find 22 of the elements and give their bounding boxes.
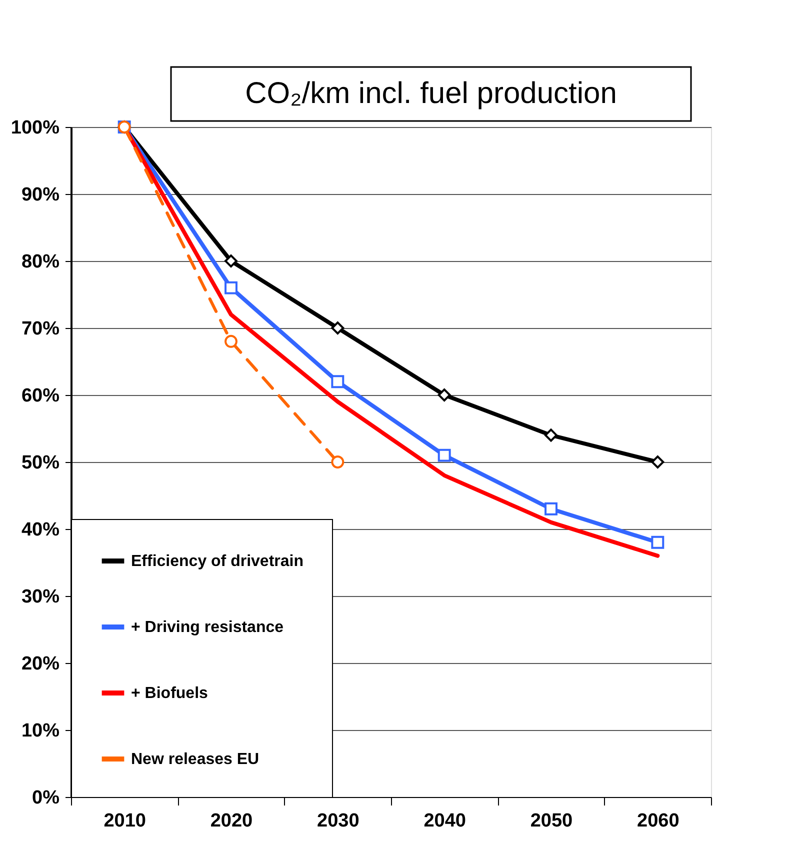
x-tick-label: 2020 (210, 810, 253, 832)
y-tick-label: 20% (21, 654, 60, 674)
y-tick-label: 0% (32, 788, 60, 808)
x-tick-label: 2030 (317, 810, 360, 832)
legend-label: + Driving resistance (131, 619, 284, 636)
legend-label: Efficiency of drivetrain (131, 553, 304, 570)
x-tick-label: 2060 (637, 810, 680, 832)
chart-title: CO₂/km incl. fuel production (245, 77, 617, 110)
y-tick-label: 90% (21, 184, 60, 206)
y-tick-label: 10% (21, 720, 60, 742)
y-tick-label: 40% (21, 520, 60, 540)
x-tick-label: 2010 (104, 810, 146, 832)
y-tick-label: 50% (21, 452, 60, 474)
legend-label: + Biofuels (131, 685, 208, 702)
y-tick-label: 100% (10, 118, 60, 138)
x-tick-label: 2040 (424, 810, 466, 832)
x-tick-label: 2050 (530, 810, 573, 832)
legend-label: New releases EU (131, 751, 260, 768)
y-tick-label: 70% (21, 318, 60, 340)
y-tick-label: 80% (21, 252, 60, 272)
y-tick-label: 60% (21, 386, 60, 406)
y-tick-label: 30% (21, 586, 60, 608)
